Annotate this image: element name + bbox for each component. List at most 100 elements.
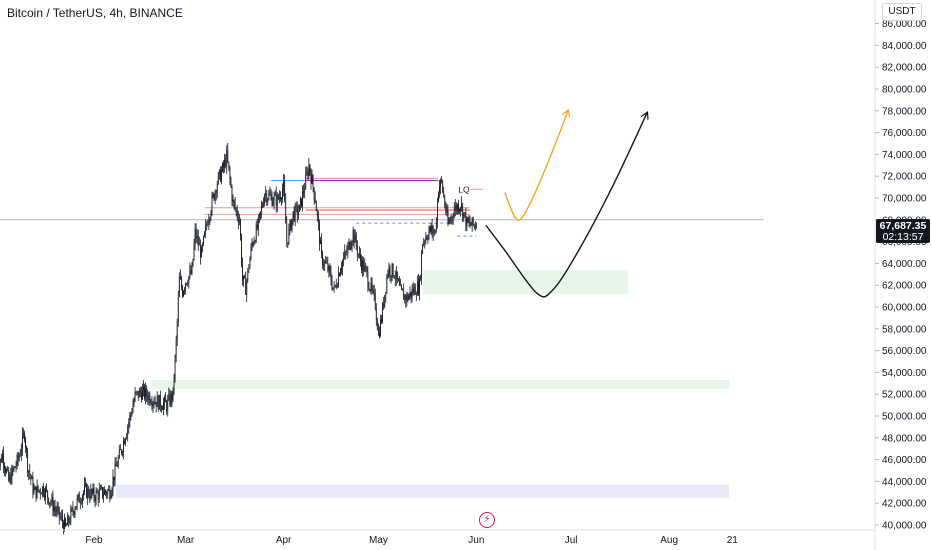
candle [271,191,273,207]
candle [301,198,302,208]
candle [188,275,190,289]
y-tick-label: 42,000.00 [882,499,927,510]
y-tick-label: 44,000.00 [882,477,927,488]
candle [216,180,218,199]
candle [377,323,379,336]
candle [409,286,411,300]
candle-body [102,487,103,497]
candle [365,262,367,273]
candle-body [365,265,367,268]
candle-body [370,282,372,291]
candle [161,405,162,413]
candle-body [243,275,244,281]
candle-body [408,295,410,300]
zone-1 [150,380,730,389]
candle [266,190,268,207]
candle-body [438,192,439,202]
candle [46,483,47,493]
candle-body [212,194,214,197]
candle [34,485,36,491]
currency-unit-button[interactable]: USDT [882,3,922,21]
candle [260,211,261,221]
candle [185,282,187,295]
candle-body [246,280,248,295]
candle-body [339,273,340,276]
candle [350,239,352,251]
candle-body [60,516,62,518]
candle-body [103,494,104,497]
candle-body [185,283,187,290]
candle [194,223,196,251]
candle [225,154,227,169]
candle [94,495,96,508]
candle-body [432,226,434,234]
candle [400,278,401,286]
candle-body [460,207,461,210]
candle [1,449,3,464]
candle-body [80,502,82,503]
candle-body [169,394,171,405]
y-tick-label: 76,000.00 [882,128,927,139]
candle [381,314,382,325]
candle-body [445,205,447,213]
candle-body [16,455,18,466]
candle [322,250,323,270]
candle [237,210,239,230]
candle-body [223,163,224,168]
candle-body [215,191,217,194]
candle [330,265,332,286]
candle-body [308,164,310,176]
candle-body [75,506,77,510]
price-axis[interactable]: 86,000.00 84,000.00 82,000.00 80,000.00 78,0… [875,19,927,532]
candle [404,294,406,304]
candle [114,457,116,487]
y-tick-label: 54,000.00 [882,368,927,379]
candle [232,194,234,207]
y-tick-label: 58,000.00 [882,324,927,335]
candle [339,272,340,277]
lq-label: LQ [458,184,470,194]
candle-body [221,170,222,182]
candle-body [96,491,98,493]
candle-body [220,169,221,182]
candle [124,438,125,445]
candle [49,502,51,509]
candle-body [354,234,356,243]
candle-body [205,225,207,233]
candle-body [459,209,460,212]
candle [274,190,276,196]
candle [150,399,152,406]
flash-icon[interactable]: ⚡ [479,512,495,528]
candle [64,513,65,532]
candle [278,190,280,204]
candle-body [342,261,343,269]
candle [446,203,448,217]
candle-body [227,150,229,162]
candle-body [272,202,274,206]
candle-body [111,489,113,495]
candle-body [422,244,424,254]
candle-body [204,232,205,237]
y-tick-label: 52,000.00 [882,390,927,401]
candle [35,486,37,502]
candle [127,424,129,442]
candle-body [346,252,348,253]
candle [333,281,335,293]
candle [103,487,104,503]
candle [157,394,159,412]
candle [416,275,418,296]
candle-body [372,289,374,291]
candle [45,485,46,505]
time-axis[interactable]: Feb Mar Apr May Jun Jul Aug 21 [85,535,738,546]
candle [44,488,45,501]
candle-body [316,211,318,216]
candle-body [475,225,477,228]
candle-body [399,281,400,286]
candle-body [224,159,226,168]
candle-body [440,179,441,187]
candle [8,466,10,482]
candle [334,284,336,288]
candle [463,212,465,222]
y-tick-label: 84,000.00 [882,41,927,52]
